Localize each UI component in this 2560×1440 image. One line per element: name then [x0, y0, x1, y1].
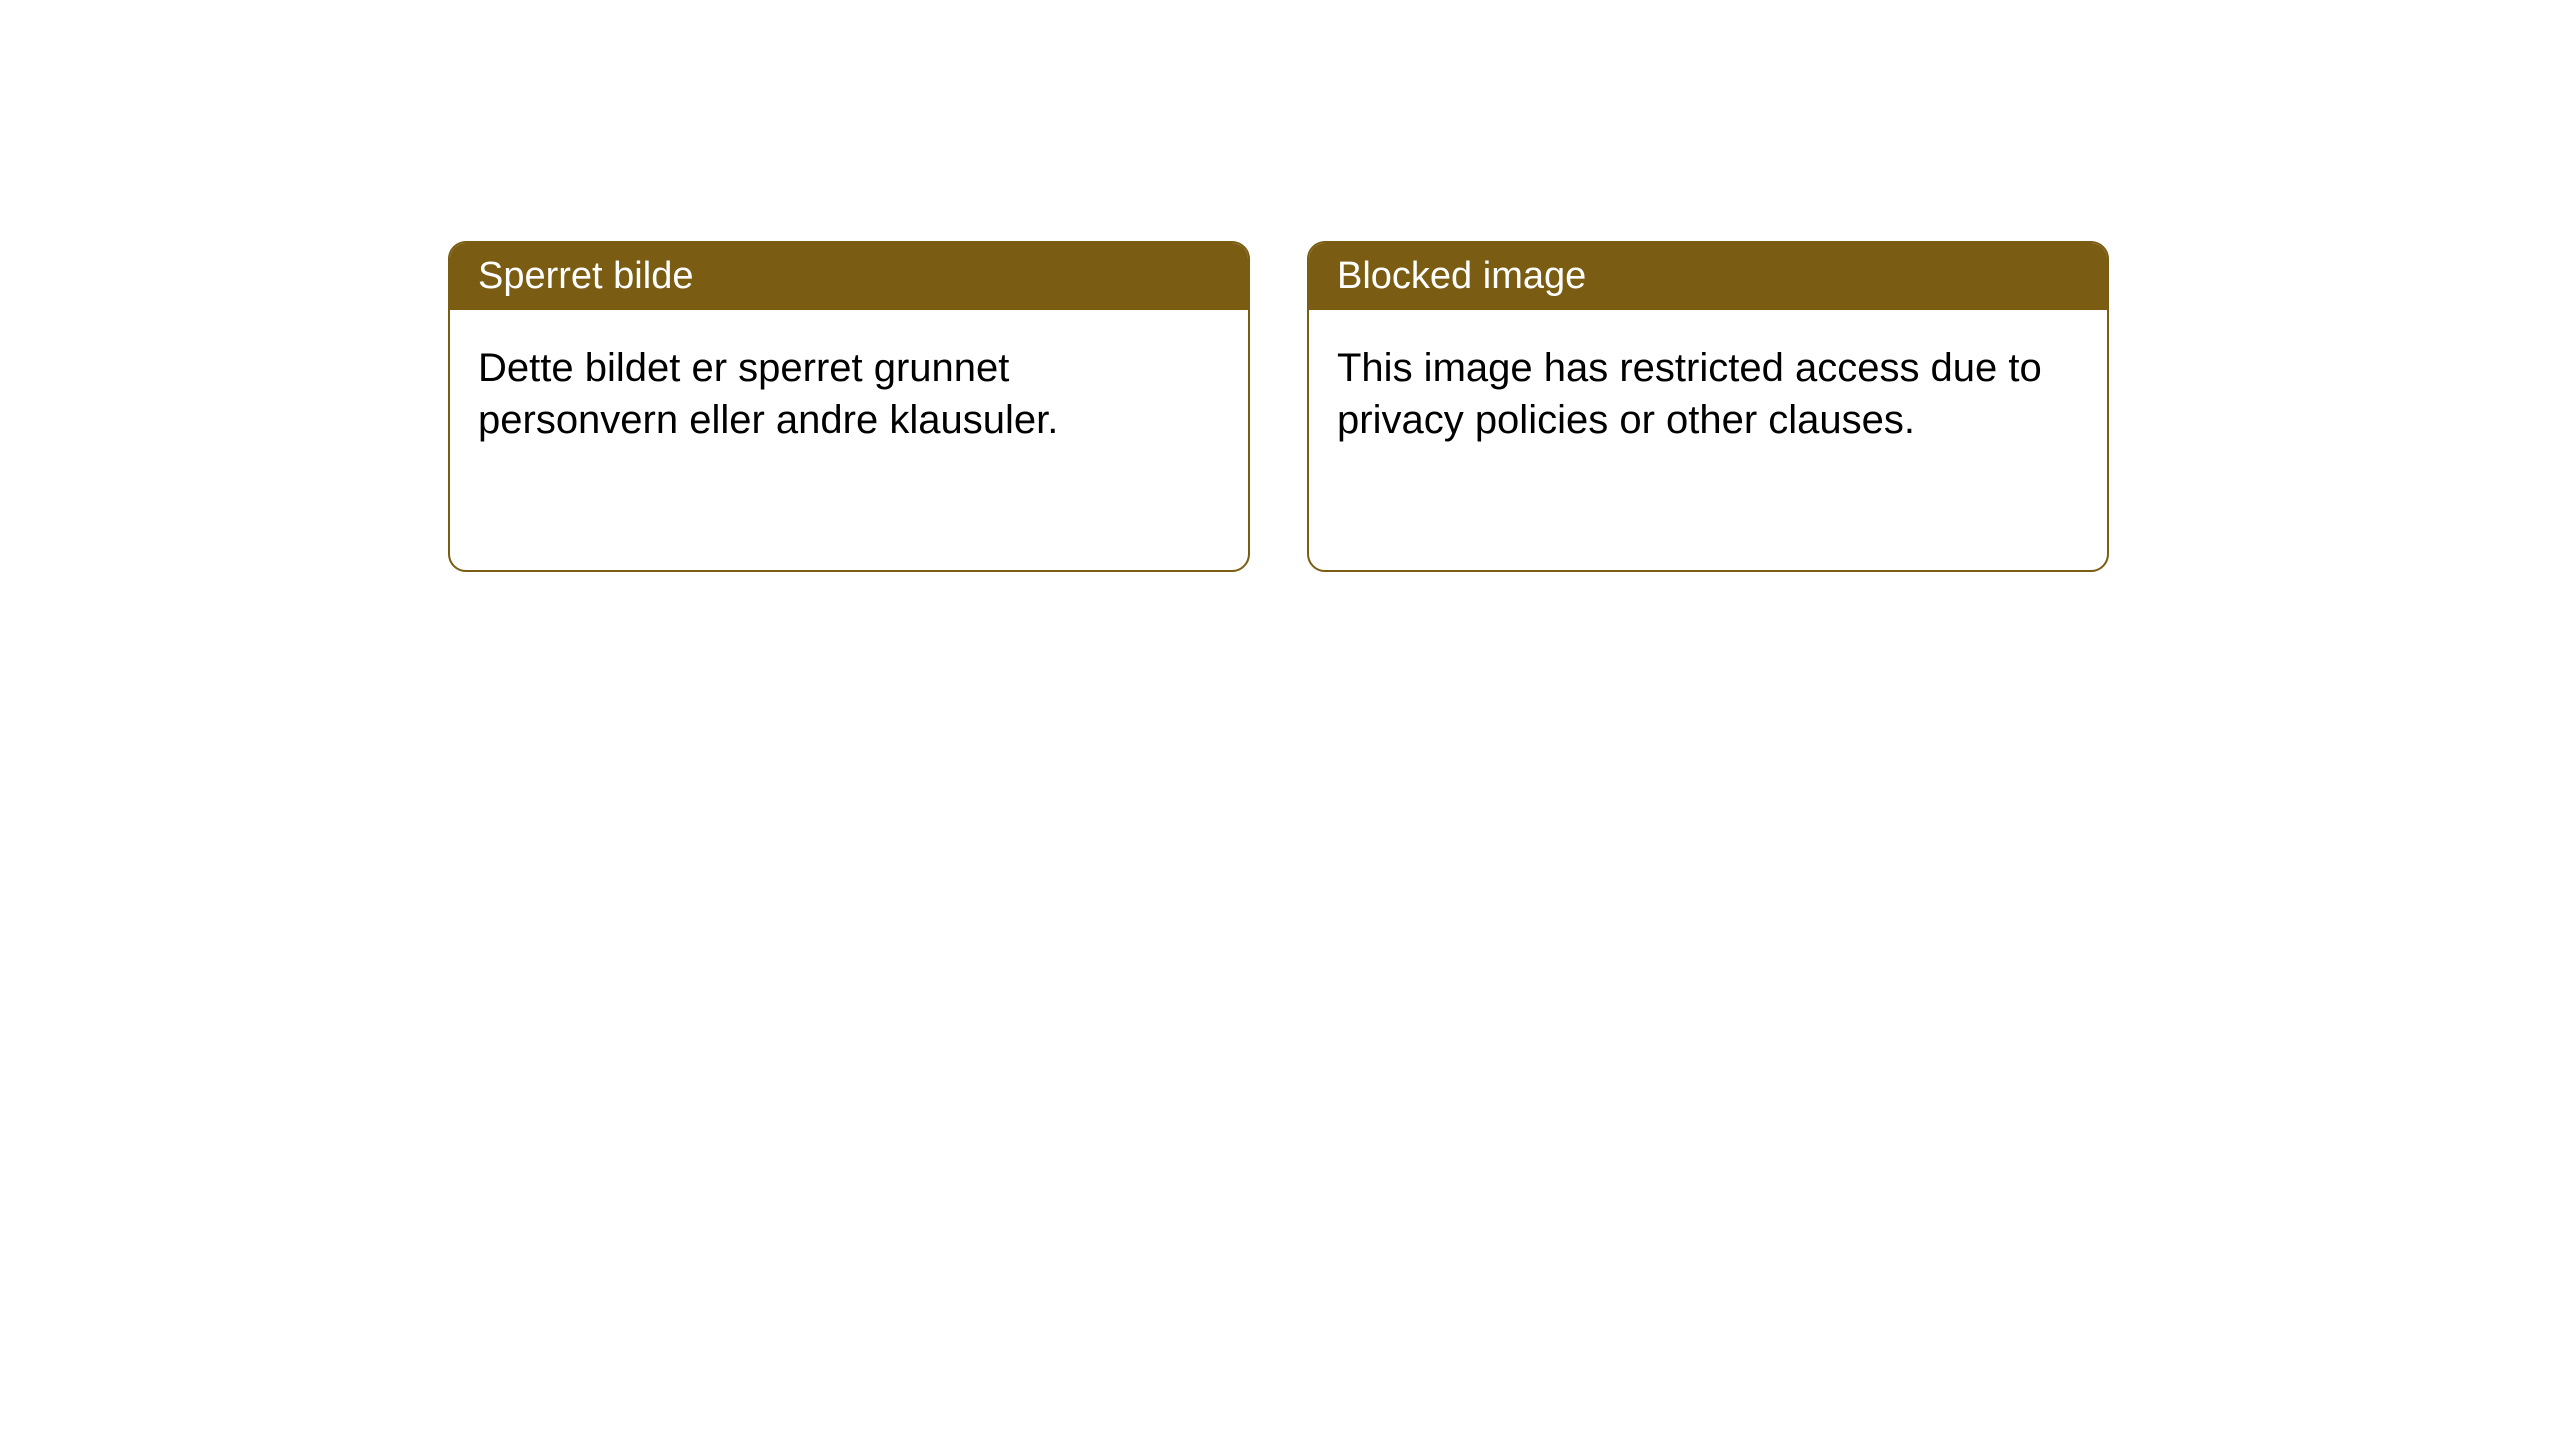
notice-card-norwegian: Sperret bilde Dette bildet er sperret gr…: [448, 241, 1250, 572]
notices-container: Sperret bilde Dette bildet er sperret gr…: [448, 241, 2109, 572]
notice-header-english: Blocked image: [1309, 243, 2107, 310]
notice-text-english: This image has restricted access due to …: [1337, 346, 2042, 442]
notice-text-norwegian: Dette bildet er sperret grunnet personve…: [478, 346, 1058, 442]
notice-header-norwegian: Sperret bilde: [450, 243, 1248, 310]
notice-body-norwegian: Dette bildet er sperret grunnet personve…: [450, 310, 1248, 570]
notice-body-english: This image has restricted access due to …: [1309, 310, 2107, 570]
notice-title-norwegian: Sperret bilde: [478, 255, 693, 297]
notice-title-english: Blocked image: [1337, 255, 1586, 297]
notice-card-english: Blocked image This image has restricted …: [1307, 241, 2109, 572]
